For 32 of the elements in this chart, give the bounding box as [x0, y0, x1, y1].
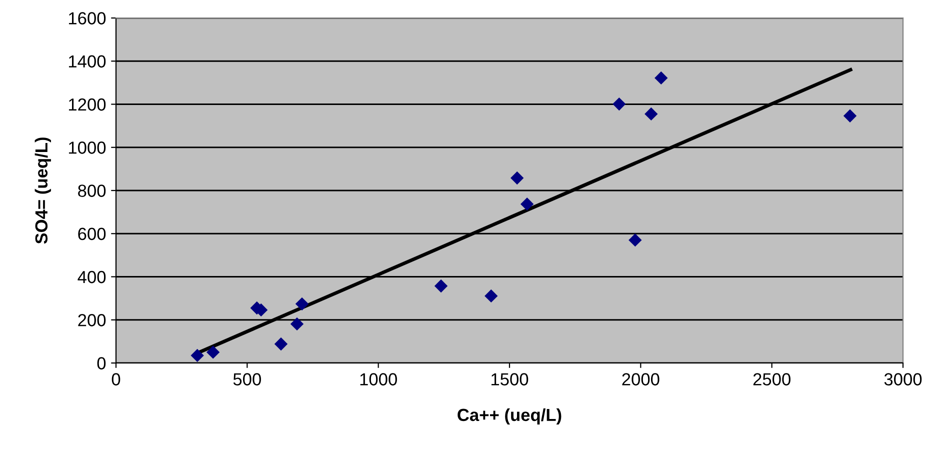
x-tick-label: 0 [112, 373, 120, 386]
x-tick-label: 2000 [622, 373, 660, 386]
x-tick-label: 2500 [753, 373, 790, 386]
y-tick-label: 1400 [68, 55, 106, 68]
x-tick-label: 1000 [360, 373, 397, 386]
y-tick-label: 1200 [68, 98, 106, 111]
y-tick-label: 1600 [68, 12, 106, 24]
point [434, 279, 448, 293]
y-tick-label: 1000 [68, 142, 106, 154]
point [644, 107, 658, 121]
point [484, 289, 498, 303]
point [843, 109, 857, 122]
point [628, 234, 642, 247]
x-tick-label: 3000 [884, 373, 922, 386]
x-tick-label: 1500 [492, 373, 528, 386]
y-tick-label: 600 [78, 228, 106, 240]
point [274, 337, 288, 351]
point [290, 317, 304, 331]
x-tick-label: 500 [233, 373, 261, 386]
point [295, 297, 309, 311]
y-tick-label: 200 [78, 314, 106, 326]
point [190, 348, 204, 362]
point [520, 197, 534, 211]
point [654, 71, 668, 85]
point [206, 346, 220, 359]
point [510, 171, 524, 185]
point [612, 97, 626, 111]
y-tick-label: 400 [78, 270, 106, 284]
y-tick-label: 800 [78, 184, 106, 197]
x-axis-title: Ca++ (ueq/L) [458, 408, 562, 425]
y-axis-title: SO4= (ueq/L) [34, 138, 51, 244]
y-tick-label: 0 [97, 357, 106, 370]
